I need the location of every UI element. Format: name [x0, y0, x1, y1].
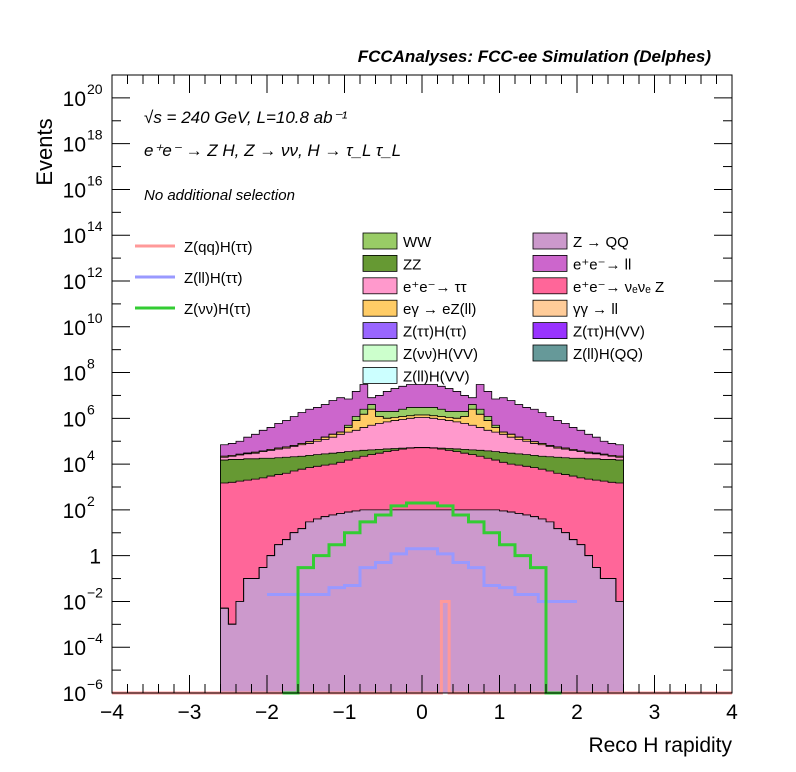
- y-tick-label: 10: [63, 363, 86, 386]
- y-tick-label: 10: [63, 225, 86, 248]
- y-tick-label: 10: [63, 454, 86, 477]
- y-tick-exponent: −2: [87, 584, 103, 600]
- legend-stack-label: e⁺e⁻→ ll: [573, 256, 631, 273]
- legend-box-swatch: [362, 344, 398, 362]
- legend-stack-label: eγ → eZ(ll): [403, 301, 476, 318]
- x-tick-label: −3: [178, 701, 202, 724]
- signal-legend: Z(qq)H(ττ) Z(ll)H(ττ) Z(νν)H(ττ): [135, 239, 253, 318]
- legend-box-swatch: [362, 322, 398, 340]
- y-tick-exponent: 16: [87, 172, 103, 188]
- y-tick-label: 10: [63, 317, 86, 340]
- y-tick-exponent: 2: [87, 493, 95, 509]
- legend-stack-label: WW: [403, 234, 432, 251]
- y-tick-label: 10: [63, 88, 86, 111]
- y-tick-exponent: −6: [87, 676, 103, 692]
- legend-stack-label: Z(ll)H(VV): [403, 368, 470, 385]
- legend-box-swatch: [532, 232, 568, 250]
- legend-stack-label: Z(νν)H(VV): [403, 346, 478, 363]
- y-tick-label: 10: [63, 637, 86, 660]
- y-tick-label: 1: [89, 546, 101, 569]
- selection-label: No additional selection: [144, 187, 295, 204]
- legend-stack-label: γγ → ll: [573, 301, 618, 318]
- legend-stack-label: Z(ττ)H(VV): [573, 324, 645, 341]
- plot-title: FCCAnalyses: FCC-ee Simulation (Delphes): [358, 47, 712, 66]
- legend-box-swatch: [362, 254, 398, 272]
- y-tick-label: 10: [63, 500, 86, 523]
- y-tick-label: 10: [63, 271, 86, 294]
- y-tick-label: 10: [63, 683, 86, 706]
- x-tick-label: −4: [100, 701, 124, 724]
- legend-box-swatch: [362, 299, 398, 317]
- y-tick-exponent: 4: [87, 447, 95, 463]
- x-tick-label: −1: [333, 701, 357, 724]
- y-tick-exponent: 6: [87, 401, 95, 417]
- line-sig_ll: [267, 547, 577, 603]
- legend-box-swatch: [362, 366, 398, 384]
- x-tick-label: 0: [416, 701, 428, 724]
- legend-signal-label: Z(qq)H(ττ): [184, 239, 253, 256]
- y-tick-exponent: 10: [87, 310, 103, 326]
- legend-box-swatch: [532, 277, 568, 295]
- y-tick-exponent: 8: [87, 356, 95, 372]
- legend-box-swatch: [532, 322, 568, 340]
- x-tick-label: 1: [494, 701, 506, 724]
- legend-box-swatch: [532, 344, 568, 362]
- legend-stack-label: Z(ττ)H(ττ): [403, 324, 467, 341]
- y-tick-exponent: 18: [87, 127, 103, 143]
- y-tick-label: 10: [63, 408, 86, 431]
- legend-stack-label: Z(ll)H(QQ): [573, 346, 643, 363]
- process-label: e⁺e⁻ → Z H, Z → νν, H → τ_L τ_L: [144, 141, 401, 160]
- background-legend: WW ZZ e⁺e⁻→ ττ eγ → eZ(ll) Z(ττ)H(ττ) Z(νν)H(…: [362, 232, 664, 385]
- y-tick-exponent: 12: [87, 264, 103, 280]
- x-tick-label: 2: [571, 701, 583, 724]
- y-axis-label: Events: [32, 118, 57, 185]
- y-tick-exponent: 20: [87, 81, 103, 97]
- legend-box-swatch: [362, 232, 398, 250]
- y-tick-label: 10: [63, 591, 86, 614]
- y-tick-exponent: 14: [87, 218, 103, 234]
- legend-stack-label: ZZ: [403, 256, 421, 273]
- energy-lumi-label: √s = 240 GeV, L=10.8 ab⁻¹: [144, 108, 348, 127]
- x-tick-label: −2: [255, 701, 279, 724]
- legend-box-swatch: [362, 277, 398, 295]
- y-tick-label: 10: [63, 179, 86, 202]
- legend-stack-label: e⁺e⁻→ νₑνₑ Z: [573, 279, 664, 296]
- line-sig_nunu: [282, 501, 562, 695]
- legend-stack-label: e⁺e⁻→ ττ: [403, 279, 467, 296]
- histogram-stack: [220, 384, 624, 694]
- legend-stack-label: Z → QQ: [573, 234, 629, 251]
- x-tick-label: 3: [649, 701, 661, 724]
- legend-box-swatch: [532, 254, 568, 272]
- y-tick-label: 10: [63, 134, 86, 157]
- legend-signal-label: Z(νν)H(ττ): [184, 301, 251, 318]
- x-tick-label: 4: [726, 701, 738, 724]
- legend-box-swatch: [532, 299, 568, 317]
- legend-signal-label: Z(ll)H(ττ): [184, 270, 243, 287]
- y-tick-exponent: −4: [87, 630, 103, 646]
- x-axis-label: Reco H rapidity: [588, 734, 732, 757]
